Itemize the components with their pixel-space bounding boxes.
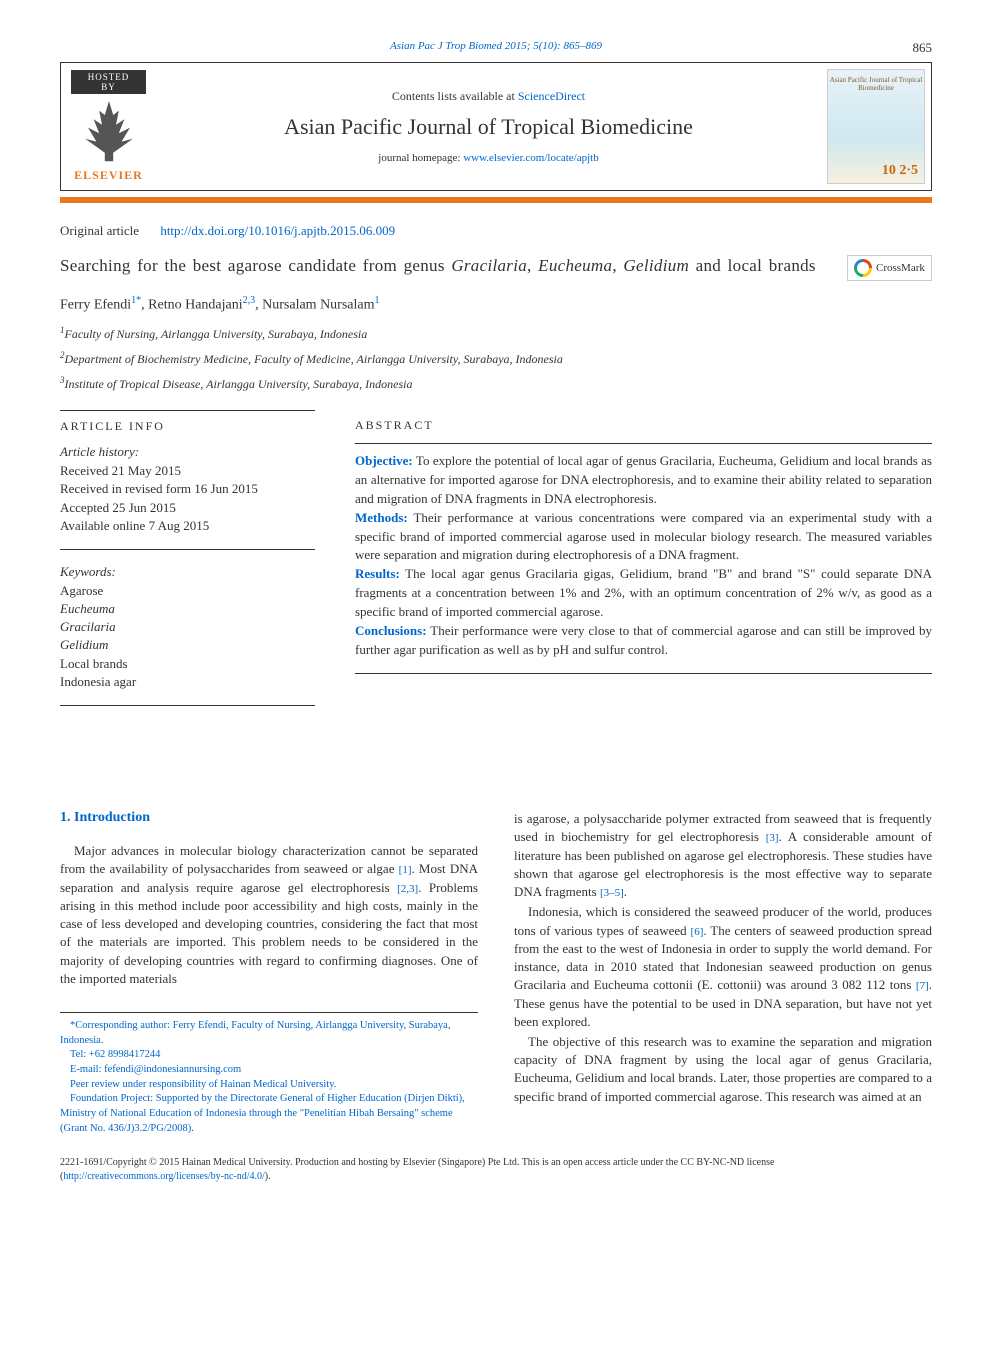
- ref-3-5[interactable]: [3–5]: [600, 887, 624, 899]
- abstract-body: Objective: To explore the potential of l…: [355, 443, 932, 674]
- ref-3[interactable]: [3]: [766, 832, 779, 844]
- keyword-2: Eucheuma: [60, 600, 315, 618]
- crossmark-label: CrossMark: [876, 262, 925, 274]
- author-2-affil: 2,3: [243, 295, 256, 306]
- results-text: The local agar genus Gracilaria gigas, G…: [355, 566, 932, 619]
- title-pre: Searching for the best agarose candidate…: [60, 256, 451, 275]
- keywords-block: Keywords: Agarose Eucheuma Gracilaria Ge…: [60, 564, 315, 706]
- author-2: Retno Handajani: [148, 297, 242, 312]
- title-genus-3: Gelidium: [623, 256, 689, 275]
- aff2-text: Department of Biochemistry Medicine, Fac…: [65, 352, 563, 366]
- author-1-affil: 1*: [131, 295, 141, 306]
- page-number: 865: [913, 40, 933, 56]
- online-date: Available online 7 Aug 2015: [60, 517, 315, 535]
- title-genus-1: Gracilaria: [451, 256, 527, 275]
- publisher-name: ELSEVIER: [71, 168, 146, 183]
- author-3: Nursalam Nursalam: [262, 297, 374, 312]
- journal-citation: Asian Pac J Trop Biomed 2015; 5(10): 865…: [60, 40, 932, 52]
- intro-para-4: The objective of this research was to ex…: [514, 1033, 932, 1106]
- journal-header: HOSTED BY ELSEVIER Contents lists availa…: [60, 62, 932, 191]
- ref-7[interactable]: [7]: [916, 980, 929, 992]
- copyright-notice: 2221-1691/Copyright © 2015 Hainan Medica…: [60, 1156, 932, 1184]
- right-column: is agarose, a polysaccharide polymer ext…: [514, 810, 932, 1136]
- article-title: Searching for the best agarose candidate…: [60, 253, 827, 279]
- elsevier-tree-icon: [74, 94, 144, 164]
- email: E-mail: fefendi@indonesiannursing.com: [60, 1063, 478, 1078]
- peer-review: Peer review under responsibility of Hain…: [60, 1078, 478, 1093]
- keyword-4: Gelidium: [60, 636, 315, 654]
- title-sep1: ,: [527, 256, 538, 275]
- accepted-date: Accepted 25 Jun 2015: [60, 499, 315, 517]
- journal-name: Asian Pacific Journal of Tropical Biomed…: [156, 114, 821, 140]
- publisher-logo-box: HOSTED BY ELSEVIER: [61, 66, 156, 187]
- corresponding-author: *Corresponding author: Ferry Efendi, Fac…: [60, 1019, 478, 1048]
- homepage-link[interactable]: www.elsevier.com/locate/apjtb: [463, 152, 599, 164]
- keyword-3: Gracilaria: [60, 618, 315, 636]
- ref-6[interactable]: [6]: [691, 926, 704, 938]
- accent-bar: [60, 197, 932, 203]
- keyword-1: Agarose: [60, 582, 315, 600]
- footnotes: *Corresponding author: Ferry Efendi, Fac…: [60, 1012, 478, 1137]
- left-column: 1. Introduction Major advances in molecu…: [60, 810, 478, 1136]
- received-date: Received 21 May 2015: [60, 462, 315, 480]
- abstract-heading: ABSTRACT: [355, 410, 932, 433]
- sciencedirect-link[interactable]: ScienceDirect: [518, 89, 585, 103]
- article-info-heading: ARTICLE INFO: [60, 410, 315, 434]
- cover-thumbnail-box: Asian Pacific Journal of Tropical Biomed…: [821, 63, 931, 190]
- authors-list: Ferry Efendi1*, Retno Handajani2,3, Nurs…: [60, 295, 932, 314]
- aff3-text: Institute of Tropical Disease, Airlangga…: [65, 377, 413, 391]
- contents-prefix: Contents lists available at: [392, 89, 518, 103]
- conclusions-text: Their performance were very close to tha…: [355, 623, 932, 657]
- affiliation-1: 1Faculty of Nursing, Airlangga Universit…: [60, 325, 932, 342]
- contents-available: Contents lists available at ScienceDirec…: [156, 89, 821, 104]
- crossmark-icon: [854, 259, 872, 277]
- copyright-close: ).: [265, 1171, 271, 1182]
- title-sep2: ,: [612, 256, 623, 275]
- p2c: .: [624, 884, 627, 899]
- objective-label: Objective:: [355, 453, 413, 468]
- cover-title: Asian Pacific Journal of Tropical Biomed…: [828, 76, 924, 92]
- keyword-5: Local brands: [60, 655, 315, 673]
- ref-2-3[interactable]: [2,3]: [397, 883, 418, 895]
- ref-1[interactable]: [1]: [399, 864, 412, 876]
- intro-para-1: Major advances in molecular biology char…: [60, 842, 478, 988]
- methods-label: Methods:: [355, 510, 408, 525]
- revised-date: Received in revised form 16 Jun 2015: [60, 480, 315, 498]
- cover-issue-number: 10 2·5: [882, 163, 918, 179]
- keywords-label: Keywords:: [60, 564, 315, 580]
- crossmark-badge[interactable]: CrossMark: [847, 255, 932, 281]
- foundation-project: Foundation Project: Supported by the Dir…: [60, 1092, 478, 1136]
- intro-para-3: Indonesia, which is considered the seawe…: [514, 903, 932, 1031]
- intro-para-2: is agarose, a polysaccharide polymer ext…: [514, 810, 932, 901]
- title-genus-2: Eucheuma: [538, 256, 612, 275]
- title-post: and local brands: [689, 256, 816, 275]
- homepage-prefix: journal homepage:: [378, 152, 463, 164]
- journal-homepage: journal homepage: www.elsevier.com/locat…: [156, 152, 821, 164]
- aff1-text: Faculty of Nursing, Airlangga University…: [65, 327, 368, 341]
- doi-link[interactable]: http://dx.doi.org/10.1016/j.apjtb.2015.0…: [160, 223, 395, 238]
- affiliation-2: 2Department of Biochemistry Medicine, Fa…: [60, 350, 932, 367]
- cover-thumbnail: Asian Pacific Journal of Tropical Biomed…: [827, 69, 925, 184]
- keyword-6: Indonesia agar: [60, 673, 315, 691]
- history-label: Article history:: [60, 444, 315, 460]
- conclusions-label: Conclusions:: [355, 623, 427, 638]
- cc-license-link[interactable]: http://creativecommons.org/licenses/by-n…: [63, 1171, 264, 1182]
- hosted-by-badge: HOSTED BY: [71, 70, 146, 94]
- author-1: Ferry Efendi: [60, 297, 131, 312]
- results-label: Results:: [355, 566, 400, 581]
- objective-text: To explore the potential of local agar o…: [355, 453, 932, 506]
- p1c: . Problems arising in this method includ…: [60, 880, 478, 986]
- introduction-heading: 1. Introduction: [60, 810, 478, 826]
- author-3-affil: 1: [375, 295, 380, 306]
- methods-text: Their performance at various concentrati…: [355, 510, 932, 563]
- article-type: Original article: [60, 223, 139, 238]
- article-history: Article history: Received 21 May 2015 Re…: [60, 444, 315, 550]
- telephone: Tel: +62 8998417244: [60, 1048, 478, 1063]
- affiliation-3: 3Institute of Tropical Disease, Airlangg…: [60, 375, 932, 392]
